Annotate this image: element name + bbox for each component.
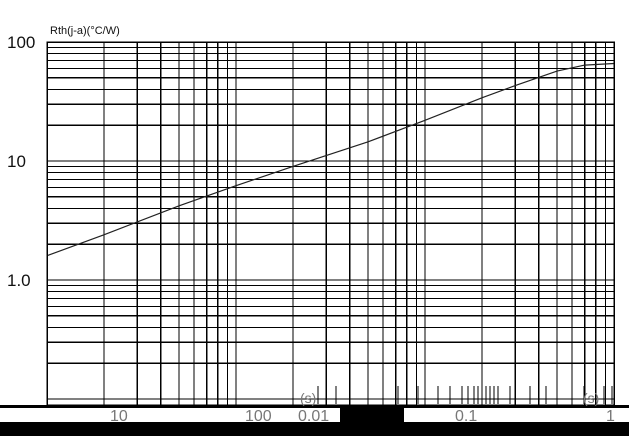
series-line-rth [46, 62, 615, 257]
bottom-block [340, 408, 404, 424]
y-tick-label: 10 [7, 152, 26, 171]
y-tick-label: 1.0 [7, 271, 31, 290]
bottom-bar [0, 422, 629, 436]
chart-grid [46, 41, 614, 405]
y-tick-label: 100 [7, 33, 35, 52]
x-axis-area: 10 100 0.01 0.1 1 (s) (s) [0, 386, 629, 436]
y-tick-labels: 100 10 1.0 [7, 33, 35, 290]
x-tick-label: 100 [245, 408, 272, 425]
x-unit-label: (s) [300, 390, 316, 406]
x-tick-label: 1 [606, 408, 615, 425]
axis-bar [0, 405, 629, 408]
x-unit-label: (s) [583, 390, 599, 406]
x-tick-label: 0.1 [455, 408, 477, 425]
x-tick-label: 10 [110, 408, 128, 425]
x-tick-label: 0.01 [298, 408, 329, 425]
y-axis-label: Rth(j-a)(°C/W) [50, 25, 120, 37]
